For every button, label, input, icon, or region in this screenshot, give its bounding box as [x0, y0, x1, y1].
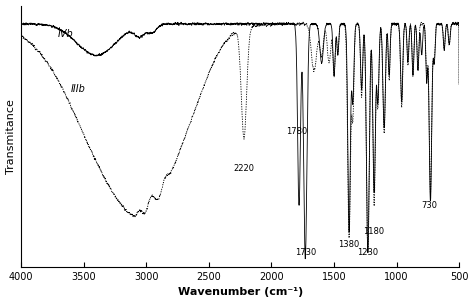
- Text: 730: 730: [422, 201, 438, 209]
- Text: 2220: 2220: [233, 164, 255, 173]
- Text: 1780: 1780: [286, 127, 307, 136]
- Y-axis label: Transmitance: Transmitance: [6, 99, 16, 174]
- Text: 1230: 1230: [357, 248, 379, 257]
- Text: 1180: 1180: [363, 227, 384, 236]
- Text: IIIb: IIIb: [71, 84, 86, 94]
- Text: IVb: IVb: [57, 29, 73, 39]
- Text: 1380: 1380: [338, 240, 359, 249]
- X-axis label: Wavenumber (cm⁻¹): Wavenumber (cm⁻¹): [178, 288, 303, 298]
- Text: 1730: 1730: [295, 248, 316, 257]
